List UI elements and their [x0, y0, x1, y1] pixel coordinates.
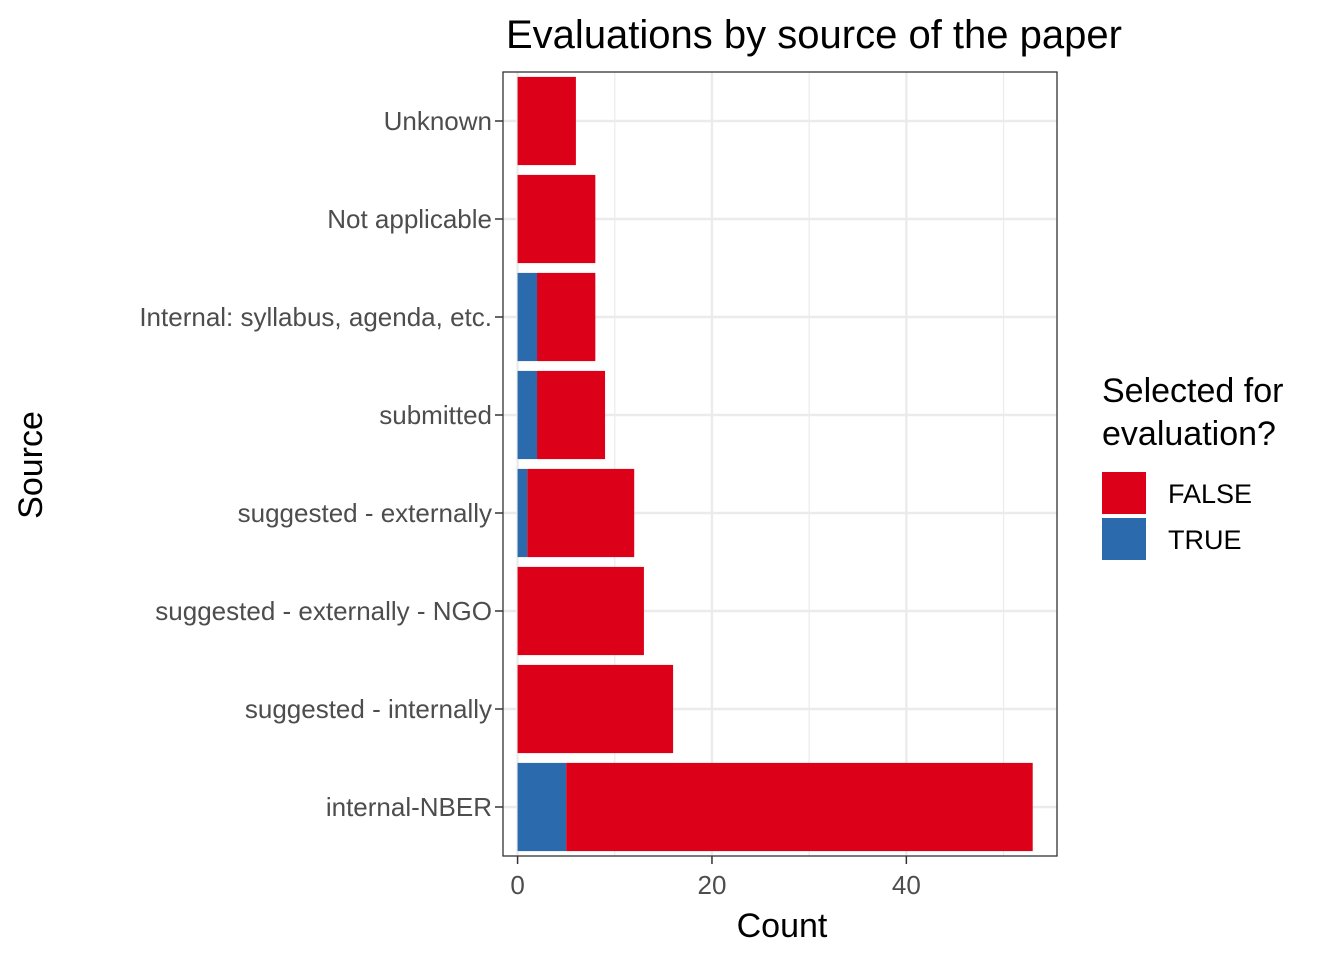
bar-false [537, 370, 606, 460]
x-tick-label: 20 [698, 870, 727, 900]
bar-true [517, 762, 567, 852]
bar-false [537, 272, 596, 362]
x-axis: 0 20 40 [510, 856, 921, 900]
y-tick-label: internal-NBER [326, 792, 492, 822]
bar-true [517, 272, 538, 362]
bar-false [517, 566, 644, 656]
x-axis-title: Count [737, 907, 828, 945]
bar-true [517, 468, 528, 558]
y-axis: Unknown Not applicable Internal: syllabus,… [139, 106, 503, 822]
bar-false [517, 174, 596, 264]
bar-false [517, 664, 674, 754]
y-tick-label: Unknown [384, 106, 492, 136]
bars-layer [517, 76, 1033, 852]
x-tick-label: 0 [510, 870, 524, 900]
bar-false [566, 762, 1033, 852]
bar-false [527, 468, 635, 558]
legend-swatch-true [1102, 518, 1146, 560]
y-axis-title: Source [12, 411, 50, 519]
y-tick-label: submitted [379, 400, 492, 430]
legend-title: evaluation? [1102, 415, 1276, 453]
y-tick-label: suggested - externally - NGO [155, 596, 492, 626]
legend-title: Selected for [1102, 372, 1283, 410]
chart-title: Evaluations by source of the paper [506, 13, 1122, 57]
x-tick-label: 40 [892, 870, 921, 900]
y-tick-label: Internal: syllabus, agenda, etc. [139, 302, 492, 332]
legend-label: FALSE [1168, 479, 1252, 509]
y-tick-label: Not applicable [327, 204, 492, 234]
bar-false [517, 76, 576, 166]
legend-label: TRUE [1168, 525, 1242, 555]
y-tick-label: suggested - internally [245, 694, 492, 724]
y-tick-label: suggested - externally [238, 498, 492, 528]
plot-panel-border [502, 71, 1058, 857]
legend: Selected for evaluation? FALSE TRUE [1102, 372, 1283, 560]
bar-true [517, 370, 538, 460]
legend-swatch-false [1102, 472, 1146, 514]
